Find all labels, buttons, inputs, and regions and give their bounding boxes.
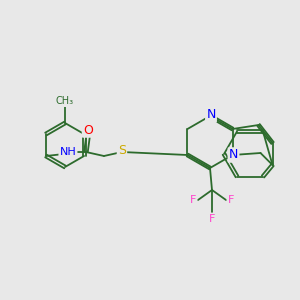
Text: F: F	[209, 214, 215, 224]
Text: N: N	[206, 109, 216, 122]
Text: CH₃: CH₃	[56, 96, 74, 106]
Text: F: F	[228, 195, 234, 205]
Text: NH: NH	[60, 147, 76, 157]
Text: F: F	[190, 195, 196, 205]
Text: N: N	[229, 148, 238, 161]
Text: O: O	[83, 124, 93, 136]
Text: S: S	[118, 145, 126, 158]
